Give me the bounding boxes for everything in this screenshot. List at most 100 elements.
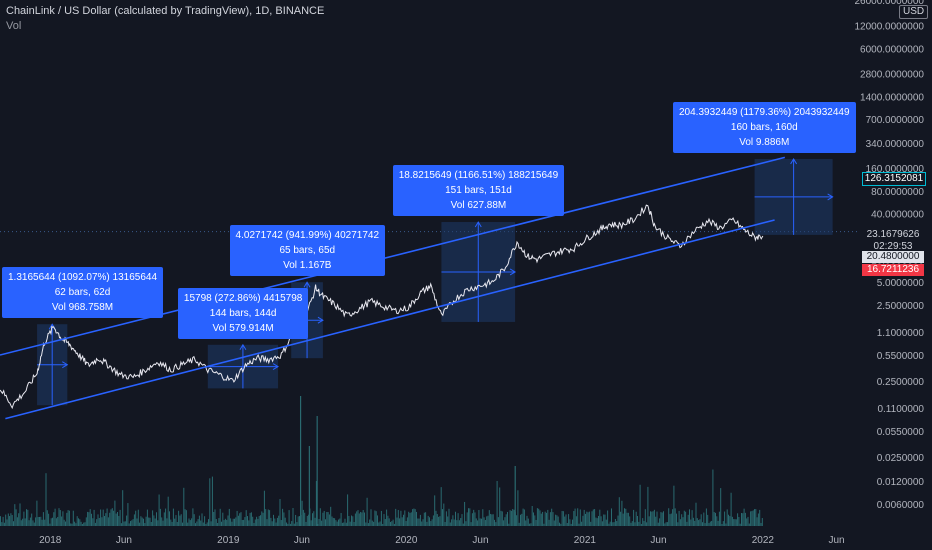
volume-bar (156, 512, 157, 526)
volume-bar (741, 513, 742, 526)
volume-bar (74, 521, 76, 526)
volume-bar (527, 518, 529, 526)
volume-bar (18, 513, 20, 526)
volume-bar (538, 508, 540, 526)
volume-bar (54, 508, 56, 526)
volume-bar (369, 519, 371, 526)
volume-bar (469, 508, 471, 526)
volume-bar (70, 523, 72, 526)
volume-bar (588, 511, 590, 526)
volume-bar (505, 514, 507, 526)
price-tick-label: 0.0120000 (877, 477, 925, 488)
volume-bar (468, 508, 469, 526)
volume-bar (39, 516, 40, 526)
volume-bar (659, 518, 661, 526)
volume-bar (592, 509, 594, 526)
volume-bar (254, 519, 256, 526)
volume-bar (503, 520, 505, 526)
volume-bar (617, 515, 619, 526)
chart-title: ChainLink / US Dollar (calculated by Tra… (6, 5, 325, 17)
volume-bar (729, 516, 731, 526)
volume-bar (457, 513, 459, 526)
volume-bar (227, 515, 229, 526)
volume-bar (702, 522, 703, 526)
volume-bar (547, 509, 549, 526)
volume-bar (302, 509, 304, 526)
volume-bar (80, 521, 82, 526)
time-tick-label: Jun (650, 535, 666, 546)
volume-bar (275, 522, 277, 526)
volume-bar (127, 503, 129, 526)
channel-upper-line[interactable] (0, 156, 786, 356)
volume-bar (24, 518, 26, 526)
volume-bar (735, 519, 737, 526)
volume-bar (403, 514, 404, 526)
volume-bar (154, 518, 156, 526)
volume-bar (360, 511, 362, 526)
volume-bar (243, 519, 245, 526)
volume-bar (707, 514, 709, 526)
volume-bar (716, 516, 718, 526)
volume-bar (15, 509, 17, 526)
volume-bar (643, 520, 645, 526)
volume-bar (213, 511, 215, 526)
volume-bar (101, 517, 103, 526)
measure-label-line: Vol 579.914M (212, 322, 274, 334)
volume-bar (542, 511, 544, 526)
volume-bar (331, 516, 333, 526)
volume-bar (315, 481, 317, 526)
volume-bar (432, 515, 434, 526)
volume-bar (696, 518, 698, 526)
volume-bar (223, 520, 225, 526)
volume-bar (202, 522, 204, 526)
channel-lower-line[interactable] (5, 219, 775, 420)
volume-bar (657, 522, 659, 526)
price-tick-label: 1400.0000000 (860, 92, 924, 103)
volume-bar (91, 513, 92, 526)
volume-bar (464, 501, 466, 526)
volume-bar (409, 512, 411, 526)
volume-bar (652, 511, 654, 526)
volume-bar (642, 518, 644, 526)
volume-bar (620, 511, 622, 526)
measure-label-line: 151 bars, 151d (445, 185, 512, 197)
price-tick-label: 700.0000000 (866, 115, 925, 126)
volume-bar (279, 499, 281, 526)
volume-bar (631, 521, 633, 526)
volume-bar (149, 517, 151, 526)
volume-bar (621, 500, 623, 526)
volume-bar (422, 519, 424, 526)
volume-bar (516, 515, 518, 526)
volume-bar (88, 512, 90, 526)
volume-bar (349, 521, 351, 526)
volume-bar (341, 522, 343, 526)
volume-bar (460, 518, 462, 526)
volume-bar (120, 523, 122, 526)
volume-bar (553, 520, 555, 526)
volume-bar (157, 520, 159, 526)
volume-bar (655, 516, 657, 526)
volume-bar (555, 514, 557, 526)
volume-bar (79, 519, 81, 526)
volume-bar (71, 523, 73, 526)
volume-bar (743, 508, 745, 526)
volume-bar (335, 520, 337, 526)
volume-bar (174, 518, 176, 526)
volume-bar (28, 520, 30, 526)
currency-button[interactable]: USD (899, 5, 929, 19)
volume-bar (367, 523, 369, 526)
volume-bar (596, 518, 598, 526)
volume-bar (22, 518, 24, 526)
volume-bar (262, 512, 264, 526)
volume-bar (182, 522, 183, 526)
volume-bar (724, 511, 726, 526)
arrow-head-icon (827, 193, 834, 201)
volume-bar (195, 523, 196, 526)
volume-bar (728, 514, 729, 526)
volume-bar (562, 511, 564, 526)
volume-bar (379, 521, 381, 526)
volume-bar (375, 511, 377, 526)
volume-bar (26, 509, 27, 526)
volume-bar (731, 516, 733, 526)
